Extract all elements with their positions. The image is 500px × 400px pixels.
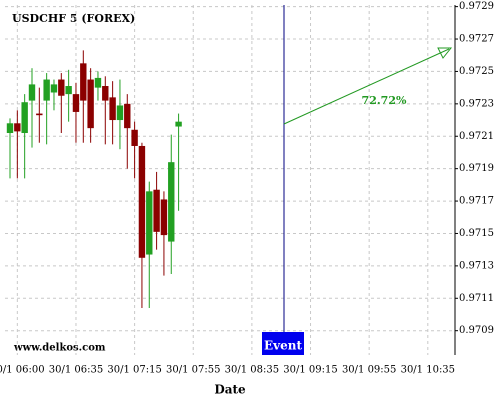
y-tick-label: 0.9717 — [459, 196, 494, 207]
candle-body — [138, 145, 146, 258]
candle-body — [102, 86, 109, 101]
candle-body — [28, 84, 36, 101]
x-tick-label: 30/1 09:55 — [342, 365, 396, 376]
y-tick-label: 0.9711 — [459, 293, 494, 304]
x-axis-label: Date — [214, 383, 246, 397]
candle-body — [124, 103, 131, 129]
x-tick-label: 30/1 10:35 — [401, 365, 455, 376]
candle-body — [131, 129, 138, 146]
y-tick-label: 0.9721 — [459, 131, 494, 142]
event-box — [262, 332, 304, 355]
y-tick-label: 0.9729 — [459, 1, 494, 12]
y-tick-label: 0.9713 — [459, 260, 494, 271]
candle-body — [160, 199, 168, 236]
candle-body — [6, 123, 14, 134]
chart-title: USDCHF 5 (FOREX) — [12, 12, 135, 25]
x-tick-label: 30/1 06:00 — [0, 365, 45, 376]
x-tick-label: 30/1 07:55 — [166, 365, 220, 376]
candle-body — [58, 79, 65, 96]
candle-body — [65, 86, 72, 95]
plot-area — [5, 5, 455, 355]
candle-body — [36, 113, 43, 116]
x-tick-label: 30/1 07:15 — [107, 365, 161, 376]
x-tick-label: 30/1 08:35 — [225, 365, 279, 376]
candle-body — [72, 94, 80, 112]
annotation: 72.72% — [362, 94, 407, 107]
candle-body — [175, 121, 182, 127]
candle-body — [146, 191, 153, 255]
candle-body — [21, 102, 28, 134]
arrow-head — [437, 47, 453, 59]
candle-body — [168, 162, 175, 242]
y-tick-label: 0.9719 — [459, 163, 494, 174]
candle-body — [80, 63, 87, 101]
y-tick-label: 0.9709 — [459, 325, 494, 336]
y-tick-label: 0.9727 — [459, 34, 494, 45]
candle-body — [14, 123, 21, 132]
candle-body — [43, 79, 50, 101]
candle-body — [94, 77, 102, 88]
candle-body — [50, 84, 58, 93]
y-tick-label: 0.9725 — [459, 66, 494, 77]
watermark: www.delkos.com — [13, 343, 106, 354]
x-tick-label: 30/1 06:35 — [49, 365, 103, 376]
candle-body — [153, 189, 160, 232]
candle-body — [87, 79, 94, 129]
candle-body — [109, 97, 116, 121]
candle-body — [116, 105, 124, 121]
y-tick-label: 0.9715 — [459, 228, 494, 239]
x-tick-label: 30/1 09:15 — [283, 365, 337, 376]
y-tick-label: 0.9723 — [459, 98, 494, 109]
projection-arrow — [283, 48, 450, 125]
event-label: Event — [264, 339, 302, 353]
